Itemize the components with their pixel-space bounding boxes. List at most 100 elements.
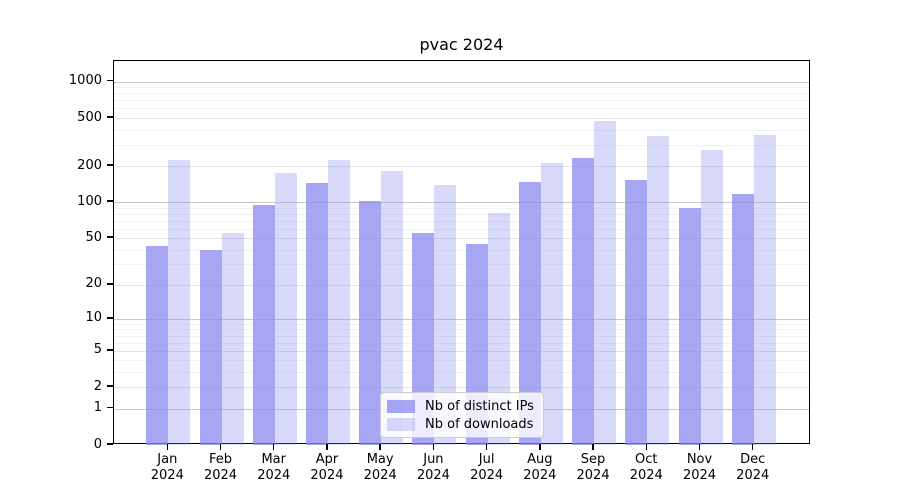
x-tick-label-oct: Oct 2024 bbox=[616, 452, 676, 484]
y-tick-label-1000: 1000 bbox=[68, 73, 102, 89]
x-tick-label-dec: Dec 2024 bbox=[723, 452, 783, 484]
y-tick-mark-500 bbox=[107, 116, 113, 118]
x-tick-month-dec: Dec bbox=[740, 452, 766, 467]
gridline-60 bbox=[114, 228, 809, 230]
x-tick-year-oct: 2024 bbox=[629, 468, 663, 483]
gridline-100 bbox=[114, 202, 809, 204]
y-tick-mark-50 bbox=[107, 236, 113, 238]
x-tick-mark-jul bbox=[485, 444, 488, 450]
bar-distinct-ips-apr bbox=[305, 182, 328, 445]
x-tick-mark-mar bbox=[272, 444, 275, 450]
gridline-90 bbox=[114, 207, 809, 209]
x-tick-month-jan: Jan bbox=[157, 452, 178, 467]
x-tick-month-sep: Sep bbox=[580, 452, 606, 467]
x-tick-label-mar: Mar 2024 bbox=[244, 452, 304, 484]
x-tick-label-may: May 2024 bbox=[350, 452, 410, 484]
x-tick-label-nov: Nov 2024 bbox=[670, 452, 730, 484]
x-tick-year-dec: 2024 bbox=[736, 468, 770, 483]
x-tick-label-jan: Jan 2024 bbox=[137, 452, 197, 484]
gridline-40 bbox=[114, 249, 809, 251]
gridline-200 bbox=[114, 166, 809, 168]
x-tick-label-apr: Apr 2024 bbox=[297, 452, 357, 484]
chart-title: pvac 2024 bbox=[419, 35, 504, 54]
gridline-800 bbox=[114, 93, 809, 95]
bar-distinct-ips-aug bbox=[518, 182, 541, 445]
y-tick-label-5: 5 bbox=[93, 342, 102, 358]
gridline-700 bbox=[114, 100, 809, 102]
y-tick-label-50: 50 bbox=[85, 229, 102, 245]
gridline-30 bbox=[114, 264, 809, 266]
gridline-300 bbox=[114, 144, 809, 146]
x-tick-mark-sep bbox=[592, 444, 594, 450]
gridline-20 bbox=[114, 284, 809, 286]
x-tick-year-jan: 2024 bbox=[150, 468, 184, 483]
x-tick-mark-dec bbox=[751, 444, 754, 450]
x-tick-mark-aug bbox=[539, 444, 541, 450]
gridline-1000 bbox=[114, 81, 809, 83]
bar-downloads-aug bbox=[540, 162, 563, 445]
legend-label-distinct-ips: Nb of distinct IPs bbox=[425, 398, 534, 414]
y-tick-label-1: 1 bbox=[93, 400, 102, 416]
x-tick-month-jul: Jul bbox=[478, 452, 495, 467]
bar-downloads-nov bbox=[700, 149, 723, 445]
bar-distinct-ips-nov bbox=[678, 207, 701, 445]
gridline-2 bbox=[114, 387, 809, 389]
y-tick-label-100: 100 bbox=[77, 193, 102, 209]
y-tick-mark-1 bbox=[107, 406, 113, 409]
x-tick-month-may: May bbox=[366, 452, 394, 467]
gridline-9 bbox=[114, 323, 809, 325]
y-tick-mark-10 bbox=[107, 317, 113, 319]
x-tick-year-aug: 2024 bbox=[523, 468, 557, 483]
y-tick-mark-2 bbox=[107, 385, 113, 387]
y-tick-label-10: 10 bbox=[85, 310, 102, 326]
y-tick-mark-100 bbox=[107, 200, 113, 202]
x-tick-month-nov: Nov bbox=[686, 452, 713, 467]
x-tick-year-jun: 2024 bbox=[416, 468, 450, 483]
x-tick-mark-nov bbox=[698, 444, 701, 450]
x-tick-mark-jan bbox=[166, 444, 169, 450]
x-tick-month-jun: Jun bbox=[423, 452, 444, 467]
x-tick-label-feb: Feb 2024 bbox=[191, 452, 251, 484]
bar-downloads-feb bbox=[221, 233, 244, 445]
x-tick-mark-may bbox=[379, 444, 381, 450]
y-tick-label-200: 200 bbox=[77, 157, 102, 173]
x-tick-month-apr: Apr bbox=[315, 452, 339, 467]
y-tick-mark-0 bbox=[107, 443, 113, 445]
x-tick-year-mar: 2024 bbox=[257, 468, 291, 483]
y-tick-label-0: 0 bbox=[93, 436, 102, 452]
legend-swatch-distinct-ips bbox=[387, 399, 415, 413]
x-tick-month-oct: Oct bbox=[635, 452, 658, 467]
gridline-50 bbox=[114, 238, 809, 240]
x-tick-mark-feb bbox=[219, 444, 222, 450]
bar-downloads-jul bbox=[487, 212, 510, 445]
plot-area bbox=[113, 60, 810, 445]
gridline-400 bbox=[114, 129, 809, 131]
bar-downloads-mar bbox=[274, 172, 297, 445]
x-tick-year-may: 2024 bbox=[363, 468, 397, 483]
x-tick-mark-apr bbox=[326, 444, 328, 450]
gridline-4 bbox=[114, 360, 809, 362]
x-tick-month-mar: Mar bbox=[261, 452, 286, 467]
bar-downloads-jun bbox=[434, 185, 457, 445]
x-tick-year-nov: 2024 bbox=[682, 468, 717, 483]
bar-downloads-dec bbox=[753, 135, 776, 445]
legend-entry-downloads: Nb of downloads bbox=[387, 417, 535, 432]
y-tick-mark-200 bbox=[107, 164, 113, 166]
legend-entry-distinct-ips: Nb of distinct IPs bbox=[387, 399, 535, 414]
bar-downloads-oct bbox=[647, 136, 670, 445]
x-tick-label-sep: Sep 2024 bbox=[563, 452, 623, 484]
bar-downloads-jan bbox=[168, 160, 191, 445]
gridline-70 bbox=[114, 220, 809, 222]
bar-distinct-ips-may bbox=[359, 201, 382, 445]
y-tick-label-20: 20 bbox=[85, 276, 102, 292]
gridline-900 bbox=[114, 87, 809, 89]
x-tick-month-feb: Feb bbox=[209, 452, 233, 467]
x-tick-year-apr: 2024 bbox=[310, 468, 344, 483]
bar-distinct-ips-oct bbox=[625, 179, 648, 445]
bar-downloads-apr bbox=[327, 160, 350, 445]
gridline-3 bbox=[114, 372, 809, 374]
bar-downloads-may bbox=[381, 170, 404, 445]
gridline-8 bbox=[114, 329, 809, 331]
legend: Nb of distinct IPs Nb of downloads bbox=[380, 392, 544, 438]
